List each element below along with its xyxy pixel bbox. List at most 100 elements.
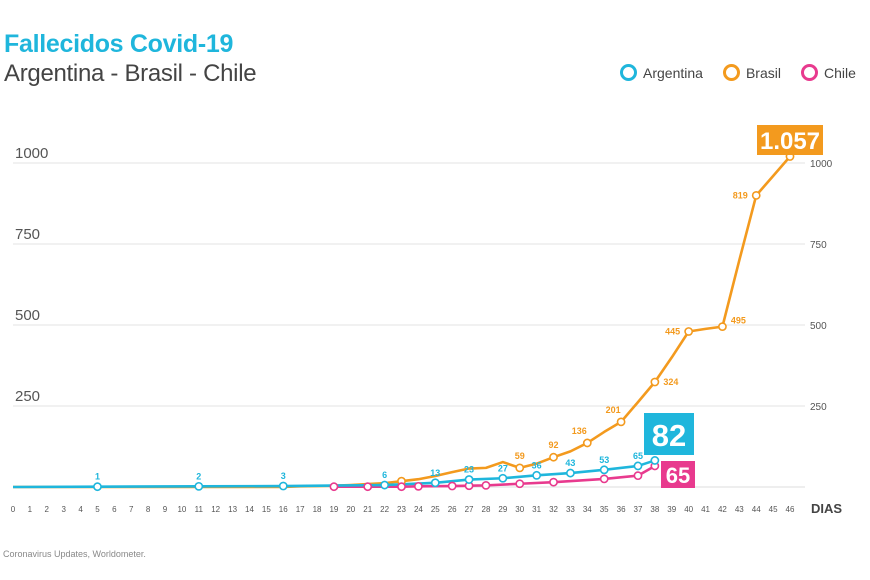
x-tick-label: 31: [532, 505, 541, 514]
y-tick-label-left: 750: [15, 226, 40, 243]
data-point-argentina: [278, 481, 288, 491]
data-point-brasil: [515, 463, 525, 473]
x-tick-label: 11: [195, 505, 204, 514]
y-tick-label-right: 250: [810, 402, 827, 413]
x-tick-label: 10: [177, 505, 186, 514]
x-tick-label: 19: [329, 505, 338, 514]
data-point-chile: [481, 480, 491, 490]
final-value-box-argentina: [644, 413, 694, 455]
data-point-chile: [397, 482, 406, 492]
x-tick-label: 15: [262, 505, 271, 514]
legend-swatch-argentina: [620, 64, 637, 81]
data-point-chile: [599, 474, 609, 484]
final-value-chile: 65: [666, 463, 690, 488]
y-tick-label-right: 500: [810, 321, 827, 332]
data-label-brasil: 324: [663, 377, 678, 387]
data-label-brasil: 92: [549, 440, 559, 450]
data-label-brasil: 495: [731, 316, 746, 326]
x-tick-label: 38: [650, 505, 659, 514]
x-tick-label: 23: [397, 505, 406, 514]
x-tick-label: 41: [701, 505, 710, 514]
legend-label-chile: Chile: [823, 64, 856, 81]
x-tick-label: 0: [11, 505, 16, 514]
data-point-brasil: [549, 452, 558, 462]
data-point-chile: [515, 479, 525, 489]
data-label-argentina: 65: [633, 451, 643, 461]
x-tick-label: 35: [600, 505, 609, 514]
data-label-argentina: 53: [599, 455, 609, 465]
x-tick-label: 26: [448, 505, 457, 514]
x-tick-label: 18: [313, 505, 322, 514]
data-point-argentina: [532, 470, 542, 480]
data-label-brasil: 445: [665, 326, 680, 336]
series-line-chile: [333, 464, 656, 488]
data-point-brasil: [684, 327, 694, 336]
data-point-argentina: [93, 482, 102, 492]
y-tick-label-right: 1000: [810, 159, 833, 170]
x-tick-label: 13: [228, 505, 237, 514]
x-tick-label: 37: [634, 505, 643, 514]
data-point-brasil: [616, 417, 626, 427]
data-point-chile: [447, 481, 457, 491]
x-tick-label: 12: [211, 505, 220, 514]
x-tick-label: 39: [667, 505, 676, 514]
x-tick-label: 43: [735, 505, 744, 514]
data-label-brasil: 819: [733, 190, 748, 200]
x-tick-label: 2: [45, 505, 50, 514]
data-label-brasil: 201: [606, 405, 621, 415]
data-label-brasil: 136: [572, 426, 587, 436]
data-point-argentina: [498, 473, 508, 483]
x-tick-label: 6: [112, 505, 117, 514]
data-point-chile: [413, 481, 423, 491]
x-tick-label: 34: [583, 505, 592, 514]
x-tick-label: 3: [61, 505, 66, 514]
data-point-chile: [549, 477, 558, 487]
source-note: Coronavirus Updates, Worldometer.: [3, 549, 146, 559]
data-point-argentina: [430, 478, 440, 488]
legend-swatch-chile: [800, 64, 818, 81]
final-value-box-chile: [661, 461, 695, 488]
x-tick-label: 36: [617, 505, 626, 514]
x-axis-title: DIAS: [811, 501, 842, 516]
y-tick-label-left: 250: [15, 388, 40, 405]
data-label-argentina: 23: [464, 465, 474, 475]
x-tick-label: 27: [465, 505, 474, 514]
x-tick-label: 30: [515, 505, 524, 514]
y-tick-label-right: 750: [810, 240, 827, 251]
x-tick-label: 42: [718, 505, 727, 514]
data-point-argentina: [599, 465, 609, 475]
legend-label-argentina: Argentina: [643, 64, 703, 81]
x-tick-label: 1: [28, 505, 33, 514]
x-tick-label: 21: [363, 505, 372, 514]
x-tick-label: 40: [684, 505, 693, 514]
data-label-argentina: 6: [382, 470, 387, 480]
data-label-argentina: 27: [498, 463, 508, 473]
data-label-argentina: 36: [532, 460, 542, 470]
final-value-argentina: 82: [652, 418, 686, 453]
data-point-argentina: [194, 481, 204, 491]
x-tick-label: 5: [95, 505, 100, 514]
chart-title: Fallecidos Covid-19: [4, 30, 234, 58]
legend-item-brasil: Brasil: [722, 64, 781, 81]
data-label-argentina: 1: [95, 472, 100, 482]
x-tick-label: 24: [414, 505, 423, 514]
data-point-brasil: [582, 438, 592, 448]
x-tick-label: 45: [769, 505, 778, 514]
data-point-argentina: [380, 480, 390, 490]
x-tick-label: 7: [129, 505, 134, 514]
x-tick-label: 32: [549, 505, 558, 514]
data-label-argentina: 43: [565, 458, 575, 468]
x-tick-label: 29: [498, 505, 507, 514]
data-point-brasil: [751, 190, 761, 200]
x-tick-label: 33: [566, 505, 575, 514]
data-point-brasil: [650, 377, 660, 387]
legend-label-brasil: Brasil: [745, 64, 781, 81]
data-point-argentina: [633, 461, 643, 471]
chart-subtitle: Argentina - Brasil - Chile: [4, 60, 257, 87]
data-label-argentina: 13: [430, 468, 440, 478]
x-tick-label: 9: [163, 505, 168, 514]
legend-item-argentina: Argentina: [620, 64, 703, 81]
data-label-argentina: 3: [281, 471, 286, 481]
y-tick-label-left: 1000: [15, 145, 48, 162]
